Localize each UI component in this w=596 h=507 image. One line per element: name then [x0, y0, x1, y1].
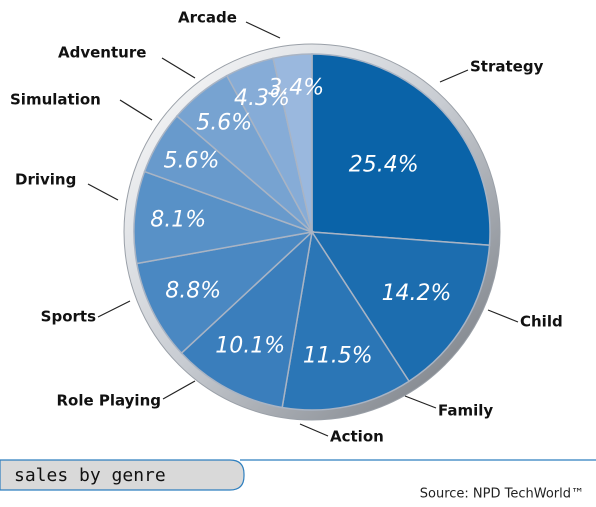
category-label: Child — [520, 313, 563, 331]
caption-tab — [0, 459, 245, 491]
slice — [135, 230, 315, 355]
category-label: Arcade — [178, 9, 237, 27]
leader-line — [404, 395, 437, 409]
category-label: Driving — [15, 171, 76, 189]
value-label: 3.4% — [268, 76, 324, 101]
source: Source: NPD TechWorld™ — [420, 487, 584, 502]
leader-line — [161, 57, 196, 79]
leader-line — [439, 69, 469, 83]
category-label: Family — [438, 402, 493, 420]
value-label: 5.6% — [164, 149, 220, 174]
leader-line — [119, 99, 153, 121]
value-label: 5.6% — [196, 111, 252, 136]
slice — [272, 53, 313, 233]
value-label: 11.5% — [303, 343, 373, 368]
slice — [311, 53, 491, 247]
category-label: Sports — [41, 308, 96, 326]
value-label: 10.1% — [215, 333, 285, 358]
value-label: 4.3% — [234, 86, 290, 111]
slices — [133, 53, 491, 411]
frame-line — [240, 459, 596, 461]
category-label: Action — [330, 428, 384, 446]
value-label: 8.8% — [165, 278, 221, 303]
leader-line — [87, 183, 119, 201]
leader-line — [162, 380, 196, 400]
value-label: 14.2% — [382, 281, 452, 306]
slice — [281, 229, 411, 411]
category-label: Strategy — [470, 58, 544, 76]
leader-line — [487, 309, 519, 323]
caption: sales by genre — [14, 465, 166, 486]
value-label: 8.1% — [150, 208, 206, 233]
category-label: Simulation — [10, 91, 101, 109]
value-label: 25.4% — [349, 152, 419, 177]
slice — [180, 229, 314, 409]
leader-line — [299, 423, 329, 437]
slice — [310, 231, 491, 383]
category-label: Role Playing — [56, 392, 161, 410]
leader-line — [97, 300, 131, 318]
category-label: Adventure — [58, 44, 146, 62]
leader-line — [245, 21, 281, 39]
slice — [133, 170, 315, 265]
